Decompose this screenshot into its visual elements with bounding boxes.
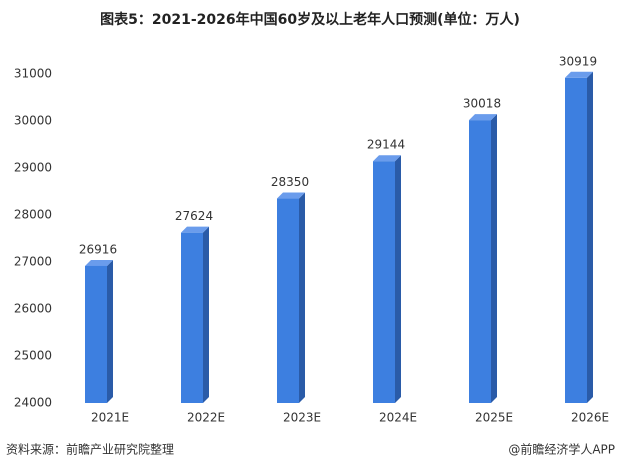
bar-top bbox=[565, 71, 593, 78]
bar bbox=[85, 265, 107, 403]
x-tick-label: 2024E bbox=[379, 411, 417, 425]
bar-side bbox=[491, 114, 497, 404]
bar bbox=[373, 161, 395, 403]
bar-top bbox=[469, 114, 497, 121]
bar bbox=[181, 232, 203, 403]
x-tick-label: 2021E bbox=[91, 411, 129, 425]
source-note: 资料来源：前瞻产业研究院整理 bbox=[6, 442, 174, 457]
x-tick-label: 2025E bbox=[475, 411, 513, 425]
bar-side bbox=[107, 259, 113, 403]
bar bbox=[469, 120, 491, 404]
bar-side bbox=[203, 226, 209, 403]
bar-top bbox=[277, 192, 305, 199]
credit: @前瞻经济学人APP bbox=[508, 442, 615, 457]
bar-top bbox=[181, 226, 209, 233]
y-tick-label: 26000 bbox=[14, 302, 52, 316]
value-label: 27624 bbox=[175, 209, 213, 223]
x-tick-label: 2026E bbox=[571, 411, 609, 425]
bar-side bbox=[299, 192, 305, 403]
y-tick-label: 24000 bbox=[14, 396, 52, 410]
y-tick-label: 29000 bbox=[14, 161, 52, 175]
y-tick-label: 30000 bbox=[14, 114, 52, 128]
value-label: 29144 bbox=[367, 138, 405, 152]
bar-top bbox=[373, 155, 401, 162]
y-tick-label: 25000 bbox=[14, 349, 52, 363]
bar-top bbox=[85, 259, 113, 266]
y-tick-label: 28000 bbox=[14, 208, 52, 222]
value-label: 30018 bbox=[463, 97, 501, 111]
bar-side bbox=[395, 155, 401, 403]
value-label: 28350 bbox=[271, 175, 309, 189]
y-tick-label: 31000 bbox=[14, 67, 52, 81]
chart-title: 图表5：2021-2026年中国60岁及以上老年人口预测(单位：万人) bbox=[100, 11, 520, 28]
value-label: 30919 bbox=[559, 54, 597, 68]
bar bbox=[277, 198, 299, 403]
bar-side bbox=[587, 71, 593, 403]
value-label: 26916 bbox=[79, 242, 117, 256]
x-tick-label: 2022E bbox=[187, 411, 225, 425]
y-tick-label: 27000 bbox=[14, 255, 52, 269]
x-tick-label: 2023E bbox=[283, 411, 321, 425]
bar bbox=[565, 77, 587, 403]
